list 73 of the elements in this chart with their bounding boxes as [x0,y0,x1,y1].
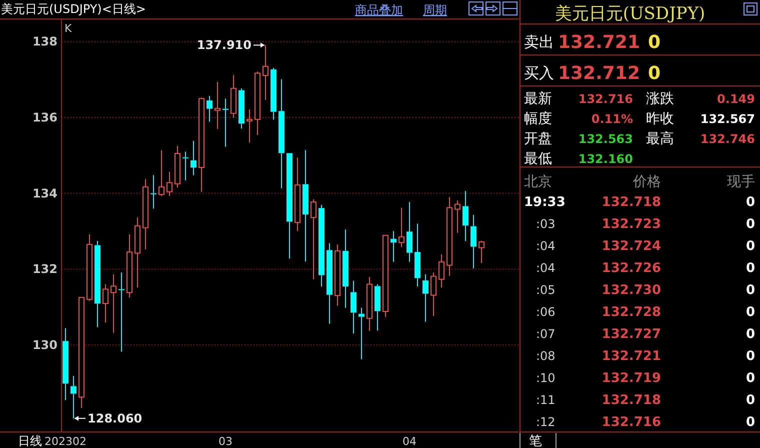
text: 笔 [529,434,542,448]
text: :05 [536,283,556,297]
text: :11 [536,393,556,407]
text: 现手 [727,174,755,190]
text: 商品叠加 [355,3,403,17]
text: 涨跌 [646,91,674,107]
text: 0 [746,261,755,276]
text: 0 [648,32,661,53]
text: 132.721 [602,349,661,364]
text: 132.718 [602,393,661,408]
text: 0.149 [717,92,755,106]
text: 卖出 [524,33,554,51]
text: :04 [536,239,556,253]
text: 132.567 [700,112,755,126]
text: 买入 [524,64,554,82]
text: 0 [746,217,755,232]
text: 美元日元(USDJPY) [554,4,706,24]
text: 0 [746,415,755,430]
y-tick-label: 138 [32,34,58,49]
text: 0 [648,63,661,84]
text: 0 [746,239,755,254]
text: 0 [746,327,755,342]
text: 最新 [524,91,552,107]
x-tick-label: 202302 [44,435,86,448]
text: 132.728 [602,305,661,320]
text: 幅度 [524,111,552,127]
text: 周期 [423,3,447,17]
text: 132.718 [602,195,661,210]
text: 开盘 [524,131,552,147]
text: 昨收 [646,111,674,127]
text: 132.160 [578,152,633,166]
y-tick-label: 134 [32,186,58,200]
text: 0 [746,195,755,210]
text: 132.730 [602,283,661,298]
text: 132.716 [578,92,633,106]
y-tick-label: 130 [32,338,58,352]
text: :12 [536,415,556,429]
text: 132.712 [558,63,640,84]
text: 132.726 [602,261,661,276]
chart-title: 美元日元(USDJPY)<日线> [1,2,146,16]
text: 0 [746,349,755,364]
text: :03 [536,217,556,231]
text: :10 [536,371,556,385]
text: 132.721 [558,32,640,53]
text: 132.563 [578,132,633,146]
annotation: 128.060 [88,411,142,426]
text: 最低 [524,151,552,167]
text: 132.716 [602,415,661,430]
text: :08 [536,349,556,363]
text: 0 [746,393,755,408]
text: 132.727 [602,327,661,342]
x-tick-label: 03 [218,435,232,448]
text: 132.746 [700,132,755,146]
annotation: 137.910 [196,38,252,52]
y-tick-label: 132 [32,262,58,276]
text: :04 [536,261,556,275]
text: 132.724 [602,239,661,254]
annotation: K [64,22,72,35]
text: 132.719 [602,371,661,386]
text: 0 [746,305,755,320]
text: 0 [746,283,755,298]
text: 北京 [524,174,552,190]
x-tick-label: 04 [402,435,416,448]
text: 最高 [646,131,674,147]
y-tick-label: 136 [32,110,58,125]
text: :06 [536,305,556,319]
text: 日线 [18,434,42,448]
text: 132.723 [602,217,661,232]
text: :07 [536,327,556,341]
text: 0.11% [591,112,633,126]
text: 价格 [632,174,661,190]
text: 19:33 [524,195,566,210]
text: 0 [746,371,755,386]
